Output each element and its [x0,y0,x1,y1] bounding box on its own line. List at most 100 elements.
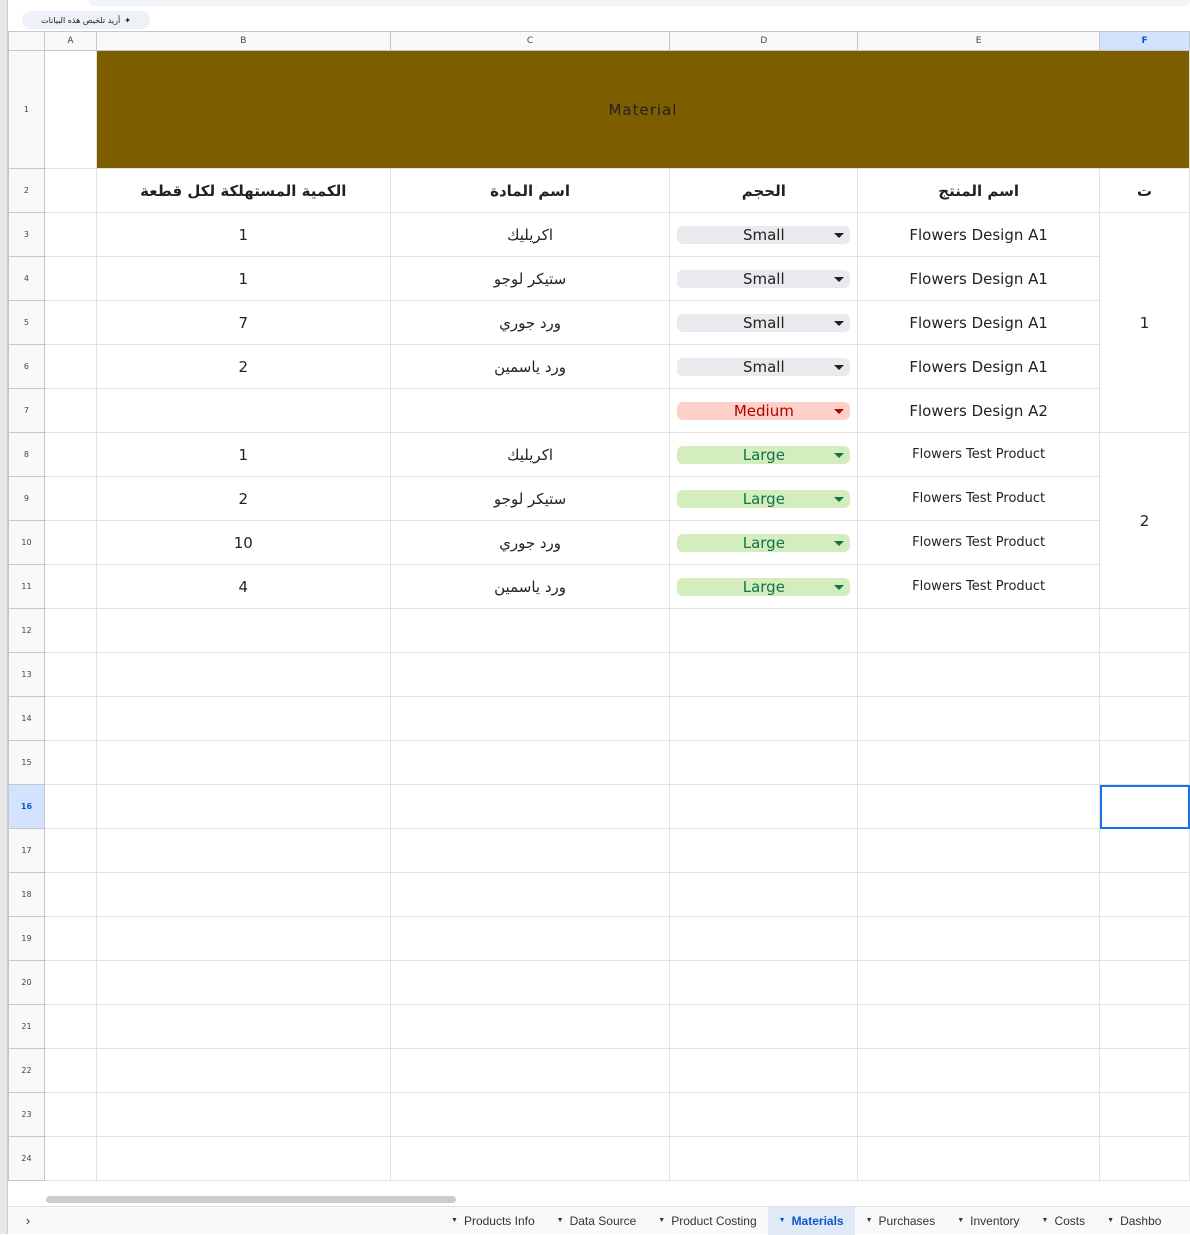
horizontal-scrollbar[interactable] [46,1196,456,1203]
size-dropdown[interactable]: Large [677,489,851,508]
cell-C12[interactable] [389,608,671,653]
header-c[interactable]: اسم المادة [389,168,671,213]
qty-cell[interactable]: 4 [95,564,391,609]
header-e[interactable]: اسم المنتج [857,168,1101,213]
caret-down-icon[interactable]: ▼ [957,1217,965,1224]
row-header-22[interactable]: 22 [8,1048,45,1093]
cell-F23[interactable] [1099,1092,1190,1137]
cell-B18[interactable] [95,872,391,917]
cell-A17[interactable] [43,828,97,873]
size-dropdown[interactable]: Small [677,269,851,288]
cell-A12[interactable] [43,608,97,653]
ai-prompt-chip[interactable]: أريد تلخيص هذه البيانات ✦ [22,11,150,29]
cell-E19[interactable] [857,916,1101,961]
cell-C21[interactable] [389,1004,671,1049]
cell-B13[interactable] [95,652,391,697]
row-header-10[interactable]: 10 [8,520,45,565]
header-f[interactable]: ت [1099,168,1190,213]
cell-F22[interactable] [1099,1048,1190,1093]
size-cell[interactable]: Medium [669,388,859,433]
product-cell[interactable]: Flowers Design A2 [857,388,1101,433]
size-dropdown[interactable]: Medium [677,401,851,420]
cell-A16[interactable] [43,784,97,829]
row-header-9[interactable]: 9 [8,476,45,521]
select-all-corner[interactable] [8,31,45,51]
cell-E20[interactable] [857,960,1101,1005]
cell-A15[interactable] [43,740,97,785]
cell-E23[interactable] [857,1092,1101,1137]
cell-F20[interactable] [1099,960,1190,1005]
size-cell[interactable]: Large [669,564,859,609]
column-header-B[interactable]: B [95,31,391,51]
cell-B22[interactable] [95,1048,391,1093]
row-header-20[interactable]: 20 [8,960,45,1005]
cell-B19[interactable] [95,916,391,961]
cell-A[interactable] [43,300,97,345]
spreadsheet-grid[interactable]: A B C D E F 1 Material 2 الكمية المستهلكة لكل قطع… [8,31,1190,1181]
cell-A20[interactable] [43,960,97,1005]
cell-B21[interactable] [95,1004,391,1049]
material-cell[interactable]: ورد جوري [389,300,671,345]
size-cell[interactable]: Small [669,212,859,257]
column-header-F[interactable]: F [1099,31,1190,51]
caret-down-icon[interactable]: ▼ [451,1217,458,1224]
row-header-13[interactable]: 13 [8,652,45,697]
cell-A[interactable] [43,256,97,301]
cell-A24[interactable] [43,1136,97,1181]
cell-F12[interactable] [1099,608,1190,653]
cell-D21[interactable] [669,1004,859,1049]
dropdown-arrow-icon[interactable] [834,408,845,414]
sheet-tab-dashbo[interactable]: ▼ Dashbo [1096,1207,1172,1235]
cell-E21[interactable] [857,1004,1101,1049]
chevron-right-icon[interactable]: › [25,1213,31,1228]
row-header-6[interactable]: 6 [8,344,45,389]
cell-E16[interactable] [857,784,1101,829]
cell-B16[interactable] [95,784,391,829]
dropdown-arrow-icon[interactable] [834,320,845,326]
cell-D12[interactable] [669,608,859,653]
cell-A22[interactable] [43,1048,97,1093]
cell-D13[interactable] [669,652,859,697]
cell-A19[interactable] [43,916,97,961]
cell-D17[interactable] [669,828,859,873]
cell-B20[interactable] [95,960,391,1005]
cell-A18[interactable] [43,872,97,917]
cell-C22[interactable] [389,1048,671,1093]
product-cell[interactable]: Flowers Design A1 [857,344,1101,389]
row-header-3[interactable]: 3 [8,212,45,257]
cell-B12[interactable] [95,608,391,653]
product-cell[interactable]: Flowers Design A1 [857,212,1101,257]
caret-down-icon[interactable]: ▼ [1107,1217,1115,1224]
qty-cell[interactable] [95,388,391,433]
caret-down-icon[interactable]: ▼ [1041,1217,1049,1224]
cell-B14[interactable] [95,696,391,741]
cell-C14[interactable] [389,696,671,741]
cell-D15[interactable] [669,740,859,785]
row-header-1[interactable]: 1 [8,50,45,169]
cell-F19[interactable] [1099,916,1190,961]
material-cell[interactable] [389,388,671,433]
caret-down-icon[interactable]: ▼ [778,1217,786,1224]
cell-D16[interactable] [669,784,859,829]
size-cell[interactable]: Small [669,300,859,345]
material-cell[interactable]: اكريليك [389,212,671,257]
group-id-cell[interactable]: 1 [1099,212,1190,433]
material-cell[interactable]: اكريليك [389,432,671,477]
qty-cell[interactable]: 1 [95,256,391,301]
product-cell[interactable]: Flowers Test Product [857,476,1101,521]
row-header-4[interactable]: 4 [8,256,45,301]
cell-F14[interactable] [1099,696,1190,741]
cell-D23[interactable] [669,1092,859,1137]
row-header-5[interactable]: 5 [8,300,45,345]
product-cell[interactable]: Flowers Design A1 [857,300,1101,345]
header-b[interactable]: الكمية المستهلكة لكل قطعة [95,168,391,213]
qty-cell[interactable]: 10 [95,520,391,565]
product-cell[interactable]: Flowers Test Product [857,564,1101,609]
cell-E14[interactable] [857,696,1101,741]
qty-cell[interactable]: 7 [95,300,391,345]
cell-D18[interactable] [669,872,859,917]
cell-A[interactable] [43,212,97,257]
size-dropdown[interactable]: Small [677,313,851,332]
sheet-tab-purchases[interactable]: ▼ Purchases [855,1207,947,1235]
cell-D14[interactable] [669,696,859,741]
